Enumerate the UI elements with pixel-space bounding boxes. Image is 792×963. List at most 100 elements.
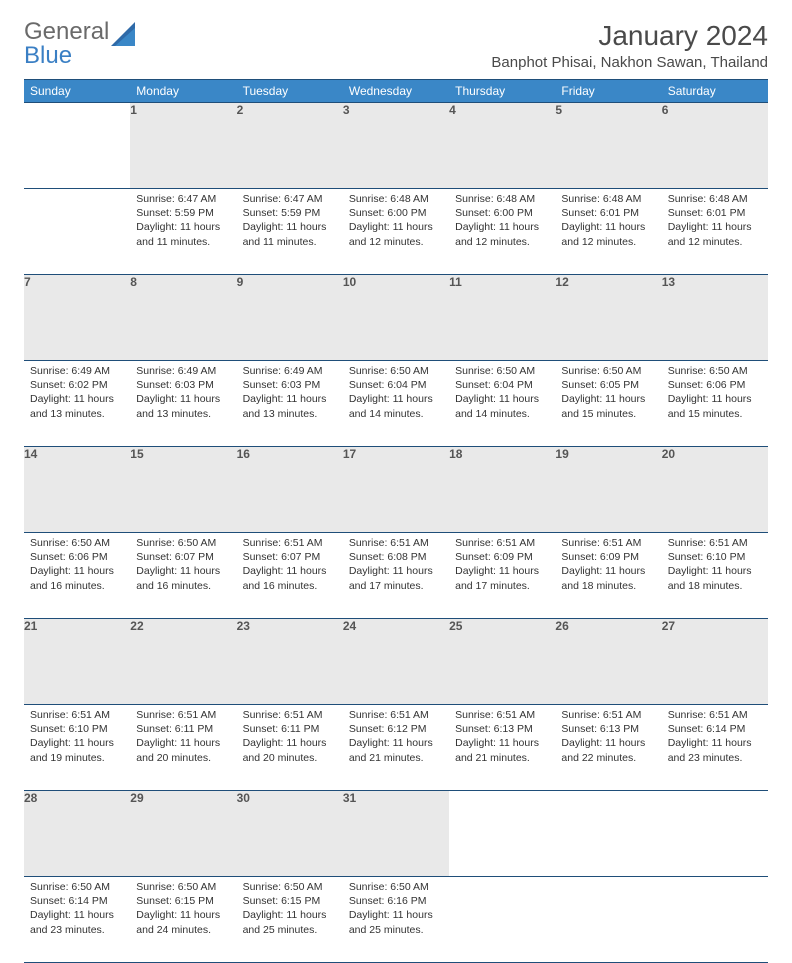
day-number-cell: 4	[449, 103, 555, 189]
day-number-cell: 11	[449, 275, 555, 361]
sunset-text: Sunset: 6:08 PM	[349, 550, 443, 564]
day-number-row: 123456	[24, 103, 768, 189]
month-title: January 2024	[491, 20, 768, 52]
sunrise-text: Sunrise: 6:51 AM	[561, 708, 655, 722]
day-cell-body: Sunrise: 6:51 AMSunset: 6:08 PMDaylight:…	[343, 533, 449, 597]
day-cell: Sunrise: 6:51 AMSunset: 6:09 PMDaylight:…	[555, 533, 661, 619]
day-cell-body: Sunrise: 6:50 AMSunset: 6:07 PMDaylight:…	[130, 533, 236, 597]
day-cell: Sunrise: 6:49 AMSunset: 6:03 PMDaylight:…	[237, 361, 343, 447]
daylight-text: Daylight: 11 hours and 12 minutes.	[349, 220, 443, 248]
sunset-text: Sunset: 6:06 PM	[30, 550, 124, 564]
day-cell: Sunrise: 6:48 AMSunset: 6:01 PMDaylight:…	[555, 189, 661, 275]
sunset-text: Sunset: 6:14 PM	[668, 722, 762, 736]
brand-name-1: General	[24, 18, 109, 45]
sunrise-text: Sunrise: 6:50 AM	[136, 880, 230, 894]
daylight-text: Daylight: 11 hours and 17 minutes.	[455, 564, 549, 592]
sunrise-text: Sunrise: 6:50 AM	[136, 536, 230, 550]
day-cell: Sunrise: 6:50 AMSunset: 6:15 PMDaylight:…	[130, 877, 236, 963]
sunrise-text: Sunrise: 6:51 AM	[243, 536, 337, 550]
brand-name-2: Blue	[24, 42, 72, 69]
sunrise-text: Sunrise: 6:49 AM	[243, 364, 337, 378]
day-cell: Sunrise: 6:50 AMSunset: 6:06 PMDaylight:…	[662, 361, 768, 447]
day-cell-body: Sunrise: 6:49 AMSunset: 6:03 PMDaylight:…	[237, 361, 343, 425]
sunrise-text: Sunrise: 6:47 AM	[243, 192, 337, 206]
day-cell	[555, 877, 661, 963]
day-cell-body: Sunrise: 6:51 AMSunset: 6:09 PMDaylight:…	[449, 533, 555, 597]
day-cell: Sunrise: 6:48 AMSunset: 6:01 PMDaylight:…	[662, 189, 768, 275]
day-number-cell: 23	[237, 619, 343, 705]
sunset-text: Sunset: 6:15 PM	[136, 894, 230, 908]
day-cell-body: Sunrise: 6:50 AMSunset: 6:15 PMDaylight:…	[130, 877, 236, 941]
day-body-row: Sunrise: 6:51 AMSunset: 6:10 PMDaylight:…	[24, 705, 768, 791]
sunrise-text: Sunrise: 6:50 AM	[243, 880, 337, 894]
daylight-text: Daylight: 11 hours and 21 minutes.	[349, 736, 443, 764]
sunrise-text: Sunrise: 6:51 AM	[243, 708, 337, 722]
day-number-cell: 27	[662, 619, 768, 705]
dow-header: Thursday	[449, 80, 555, 103]
sunset-text: Sunset: 6:15 PM	[243, 894, 337, 908]
day-cell-body: Sunrise: 6:50 AMSunset: 6:05 PMDaylight:…	[555, 361, 661, 425]
day-cell-body: Sunrise: 6:51 AMSunset: 6:14 PMDaylight:…	[662, 705, 768, 769]
day-number-cell: 15	[130, 447, 236, 533]
day-number-cell: 8	[130, 275, 236, 361]
day-number-cell	[662, 791, 768, 877]
daylight-text: Daylight: 11 hours and 24 minutes.	[136, 908, 230, 936]
daylight-text: Daylight: 11 hours and 15 minutes.	[561, 392, 655, 420]
sunrise-text: Sunrise: 6:51 AM	[30, 708, 124, 722]
title-block: January 2024 Banphot Phisai, Nakhon Sawa…	[491, 20, 768, 71]
day-cell-body: Sunrise: 6:50 AMSunset: 6:15 PMDaylight:…	[237, 877, 343, 941]
sunset-text: Sunset: 6:13 PM	[455, 722, 549, 736]
day-number-cell	[449, 791, 555, 877]
day-cell: Sunrise: 6:47 AMSunset: 5:59 PMDaylight:…	[237, 189, 343, 275]
daylight-text: Daylight: 11 hours and 11 minutes.	[243, 220, 337, 248]
day-number-cell: 18	[449, 447, 555, 533]
daylight-text: Daylight: 11 hours and 21 minutes.	[455, 736, 549, 764]
day-cell: Sunrise: 6:50 AMSunset: 6:14 PMDaylight:…	[24, 877, 130, 963]
dow-header: Tuesday	[237, 80, 343, 103]
sunset-text: Sunset: 6:00 PM	[349, 206, 443, 220]
sunset-text: Sunset: 5:59 PM	[136, 206, 230, 220]
sunset-text: Sunset: 6:01 PM	[561, 206, 655, 220]
sunset-text: Sunset: 6:01 PM	[668, 206, 762, 220]
day-cell-body: Sunrise: 6:51 AMSunset: 6:13 PMDaylight:…	[555, 705, 661, 769]
day-cell-body: Sunrise: 6:47 AMSunset: 5:59 PMDaylight:…	[237, 189, 343, 253]
day-number-cell: 5	[555, 103, 661, 189]
day-cell-body: Sunrise: 6:50 AMSunset: 6:14 PMDaylight:…	[24, 877, 130, 941]
day-cell: Sunrise: 6:51 AMSunset: 6:11 PMDaylight:…	[130, 705, 236, 791]
daylight-text: Daylight: 11 hours and 12 minutes.	[668, 220, 762, 248]
sunset-text: Sunset: 6:04 PM	[455, 378, 549, 392]
sunset-text: Sunset: 6:04 PM	[349, 378, 443, 392]
day-number-cell: 6	[662, 103, 768, 189]
sunset-text: Sunset: 6:06 PM	[668, 378, 762, 392]
daylight-text: Daylight: 11 hours and 14 minutes.	[455, 392, 549, 420]
sunset-text: Sunset: 6:16 PM	[349, 894, 443, 908]
calendar-body: 123456Sunrise: 6:47 AMSunset: 5:59 PMDay…	[24, 103, 768, 963]
day-body-row: Sunrise: 6:47 AMSunset: 5:59 PMDaylight:…	[24, 189, 768, 275]
sunrise-text: Sunrise: 6:50 AM	[668, 364, 762, 378]
day-cell-body: Sunrise: 6:51 AMSunset: 6:09 PMDaylight:…	[555, 533, 661, 597]
sunrise-text: Sunrise: 6:51 AM	[668, 536, 762, 550]
daylight-text: Daylight: 11 hours and 12 minutes.	[561, 220, 655, 248]
daylight-text: Daylight: 11 hours and 16 minutes.	[243, 564, 337, 592]
day-cell-body: Sunrise: 6:47 AMSunset: 5:59 PMDaylight:…	[130, 189, 236, 253]
dow-header: Friday	[555, 80, 661, 103]
brand-text: General Blue	[24, 20, 109, 68]
day-number-cell: 19	[555, 447, 661, 533]
sunset-text: Sunset: 6:11 PM	[243, 722, 337, 736]
daylight-text: Daylight: 11 hours and 12 minutes.	[455, 220, 549, 248]
daylight-text: Daylight: 11 hours and 13 minutes.	[136, 392, 230, 420]
day-number-row: 78910111213	[24, 275, 768, 361]
day-number-cell: 25	[449, 619, 555, 705]
day-cell-body: Sunrise: 6:50 AMSunset: 6:06 PMDaylight:…	[662, 361, 768, 425]
sunset-text: Sunset: 6:03 PM	[243, 378, 337, 392]
day-number-cell: 7	[24, 275, 130, 361]
day-cell-body: Sunrise: 6:50 AMSunset: 6:06 PMDaylight:…	[24, 533, 130, 597]
day-cell: Sunrise: 6:48 AMSunset: 6:00 PMDaylight:…	[343, 189, 449, 275]
day-number-row: 21222324252627	[24, 619, 768, 705]
sunset-text: Sunset: 6:09 PM	[561, 550, 655, 564]
day-cell: Sunrise: 6:50 AMSunset: 6:04 PMDaylight:…	[449, 361, 555, 447]
day-cell: Sunrise: 6:48 AMSunset: 6:00 PMDaylight:…	[449, 189, 555, 275]
sunset-text: Sunset: 6:03 PM	[136, 378, 230, 392]
sunset-text: Sunset: 5:59 PM	[243, 206, 337, 220]
day-cell-body: Sunrise: 6:49 AMSunset: 6:03 PMDaylight:…	[130, 361, 236, 425]
